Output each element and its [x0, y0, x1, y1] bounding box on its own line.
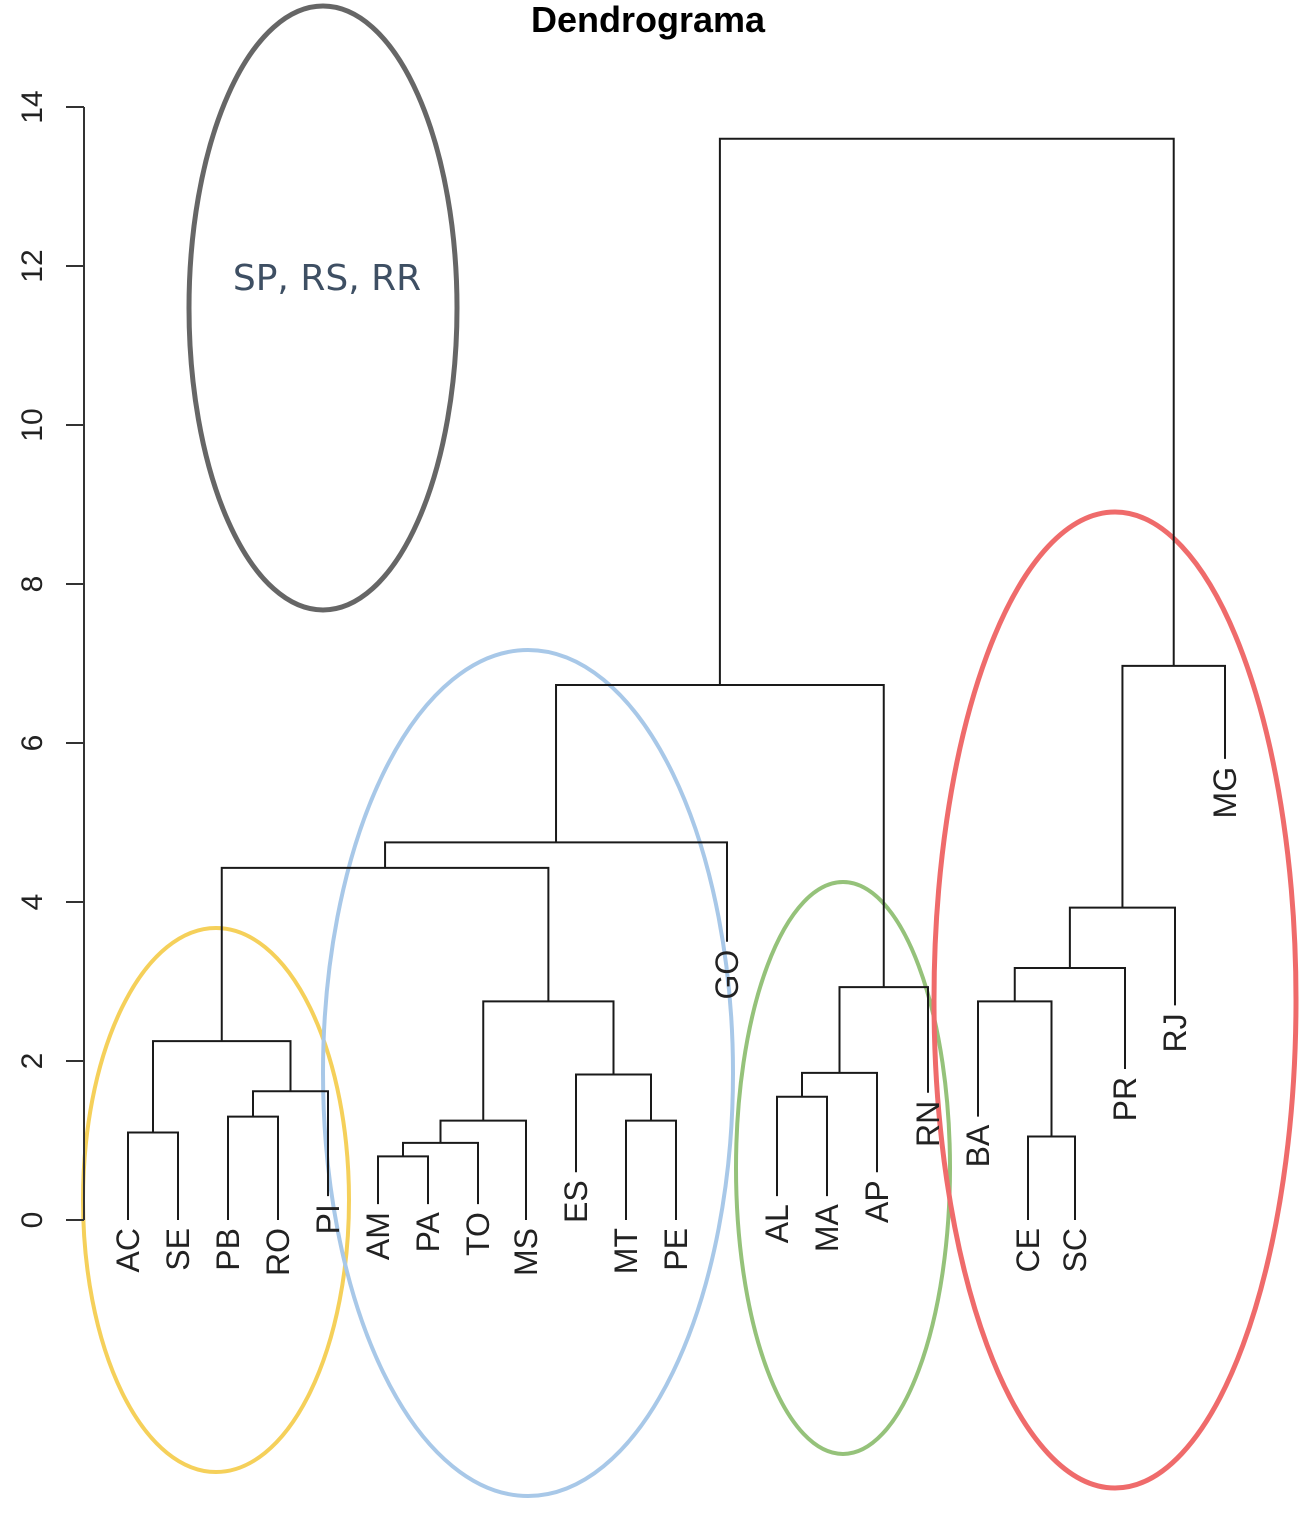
leaf-labels: AC SE PB RO PI AM PA TO MS ES MT PE GO AL MA AP RN BA CE SC… [110, 767, 1243, 1276]
y-tick-label-6: 6 [16, 735, 49, 752]
dendrogram-branches [127, 137, 1226, 1220]
leaf-label-pb: PB [210, 1228, 246, 1271]
y-tick-label-8: 8 [16, 576, 49, 593]
merge-4 [625, 1119, 677, 1220]
cluster-ellipse-1 [81, 926, 351, 1474]
y-tick-label-4: 4 [16, 894, 49, 911]
merge-11 [801, 1071, 878, 1173]
leaf-label-sc: SC [1057, 1228, 1093, 1272]
leaf-label-pe: PE [658, 1228, 694, 1271]
leaf-label-ce: CE [1010, 1228, 1046, 1272]
leaf-label-mg: MG [1207, 767, 1243, 819]
leaf-label-pr: PR [1107, 1077, 1143, 1121]
leaf-label-ms: MS [508, 1228, 544, 1276]
cluster-ellipses [81, 509, 1299, 1498]
leaf-label-pi: PI [310, 1204, 346, 1234]
merge-19 [384, 841, 728, 942]
leaf-label-to: TO [460, 1212, 496, 1256]
leaf-label-es: ES [558, 1180, 594, 1223]
leaf-label-am: AM [360, 1212, 396, 1260]
y-axis: 0 2 4 6 8 10 12 14 [16, 90, 85, 1229]
merge-6 [776, 1095, 828, 1197]
merge-17 [1068, 906, 1176, 1006]
chart-title: Dendrograma [531, 0, 766, 40]
leaf-label-ma: MA [809, 1203, 845, 1252]
merge-13 [482, 1000, 615, 1121]
merge-7 [402, 1141, 479, 1205]
merge-3 [1027, 1135, 1076, 1220]
leaf-label-go: GO [709, 950, 745, 1000]
merge-22 [718, 137, 1175, 685]
y-tick-label-10: 10 [16, 408, 49, 441]
leaf-label-se: SE [160, 1228, 196, 1271]
leaf-label-ba: BA [960, 1124, 996, 1167]
leaf-label-pa: PA [410, 1211, 446, 1252]
merge-5 [227, 1115, 279, 1220]
y-tick-label-12: 12 [16, 249, 49, 282]
merge-16 [1013, 966, 1126, 1069]
merge-10 [575, 1073, 652, 1173]
y-tick-label-14: 14 [16, 90, 49, 123]
leaf-label-ac: AC [110, 1228, 146, 1272]
cluster-ellipse-2 [321, 648, 735, 1498]
leaf-label-rn: RN [910, 1101, 946, 1147]
leaf-label-mt: MT [608, 1228, 644, 1274]
merge-15 [838, 986, 929, 1093]
y-tick-label-0: 0 [16, 1212, 49, 1229]
leaf-label-al: AL [759, 1204, 795, 1243]
cluster-ellipse-3 [734, 880, 952, 1456]
merge-8 [439, 1119, 527, 1220]
annotations: SP, RS, RR [186, 3, 460, 613]
leaf-label-rj: RJ [1157, 1013, 1193, 1052]
y-tick-label-2: 2 [16, 1053, 49, 1070]
merge-1 [377, 1155, 429, 1205]
leaf-label-ap: AP [859, 1180, 895, 1223]
merge-9 [252, 1090, 329, 1197]
merge-14 [977, 1000, 1053, 1137]
annotation-label: SP, RS, RR [233, 258, 421, 299]
cluster-ellipse-4 [931, 509, 1299, 1491]
merge-2 [127, 1131, 179, 1220]
annotation-ellipse [186, 3, 460, 613]
merge-20 [555, 683, 885, 988]
merge-12 [152, 1040, 292, 1133]
leaf-label-ro: RO [260, 1228, 296, 1276]
